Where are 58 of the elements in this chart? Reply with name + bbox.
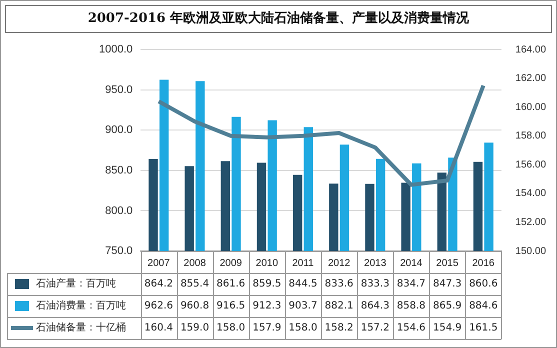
data-label: 159.0 (180, 322, 210, 334)
chart-title: 2007-2016 年欧洲及亚欧大陆石油储备量、产量以及消费量情况 (5, 5, 552, 33)
data-label: 154.6 (396, 322, 426, 334)
data-label: 859.5 (252, 278, 282, 290)
data-label: 861.6 (216, 278, 246, 290)
y2-tick-label: 160.00 (515, 102, 546, 113)
legend-label: 石油消费量：百万吨 (36, 300, 126, 312)
data-label: 960.8 (180, 300, 210, 312)
data-label: 882.1 (324, 300, 354, 312)
data-label: 884.6 (469, 300, 498, 312)
x-tick-label: 2009 (220, 258, 242, 269)
legend-label: 石油产量：百万吨 (36, 278, 116, 290)
data-label: 157.9 (252, 322, 282, 334)
x-tick-label: 2014 (400, 258, 423, 269)
x-tick-label: 2015 (436, 258, 459, 269)
y-tick-label: 850.0 (105, 164, 133, 176)
data-label: 916.5 (216, 300, 246, 312)
data-label: 154.9 (432, 322, 462, 334)
data-label: 161.5 (469, 322, 498, 334)
data-label: 834.7 (396, 278, 426, 290)
data-label: 865.9 (432, 300, 462, 312)
data-label: 903.7 (288, 300, 318, 312)
y2-tick-label: 162.00 (515, 73, 546, 84)
data-label: 833.6 (324, 278, 354, 290)
y-tick-label: 900.0 (105, 124, 133, 136)
data-label: 158.2 (324, 322, 354, 334)
data-label: 864.2 (144, 278, 174, 290)
data-label: 864.3 (360, 300, 390, 312)
y2-tick-label: 158.00 (515, 130, 546, 142)
data-label: 858.8 (396, 300, 426, 312)
y2-tick-label: 150.00 (515, 246, 546, 257)
data-label: 860.6 (469, 278, 498, 290)
data-label: 157.2 (360, 322, 390, 334)
x-tick-label: 2011 (292, 258, 314, 269)
y2-tick-label: 164.00 (515, 44, 546, 56)
data-label: 158.0 (216, 322, 246, 334)
data-label: 962.6 (144, 300, 174, 312)
y-tick-label: 750.0 (105, 245, 133, 258)
x-tick-label: 2012 (328, 258, 351, 269)
x-tick-label: 2016 (472, 258, 495, 269)
x-tick-label: 2007 (148, 258, 170, 269)
data-label: 855.4 (180, 278, 210, 290)
x-tick-label: 2013 (364, 258, 387, 269)
y-tick-label: 950.0 (105, 84, 133, 96)
data-label: 833.3 (360, 278, 390, 290)
y-tick-label: 800.0 (105, 204, 133, 217)
y2-tick-label: 156.00 (515, 159, 546, 170)
data-label: 847.3 (432, 278, 462, 290)
data-label: 158.0 (288, 322, 318, 334)
x-tick-label: 2010 (256, 258, 278, 269)
data-label: 844.5 (288, 278, 318, 290)
legend-label: 石油储备量：十亿桶 (36, 322, 126, 334)
y-tick-label: 1000.0 (98, 44, 133, 56)
y2-tick-label: 154.00 (515, 188, 546, 200)
y2-tick-label: 152.00 (515, 216, 546, 228)
data-label: 912.3 (252, 300, 282, 312)
data-label: 160.4 (144, 322, 174, 334)
x-tick-label: 2008 (184, 258, 206, 269)
